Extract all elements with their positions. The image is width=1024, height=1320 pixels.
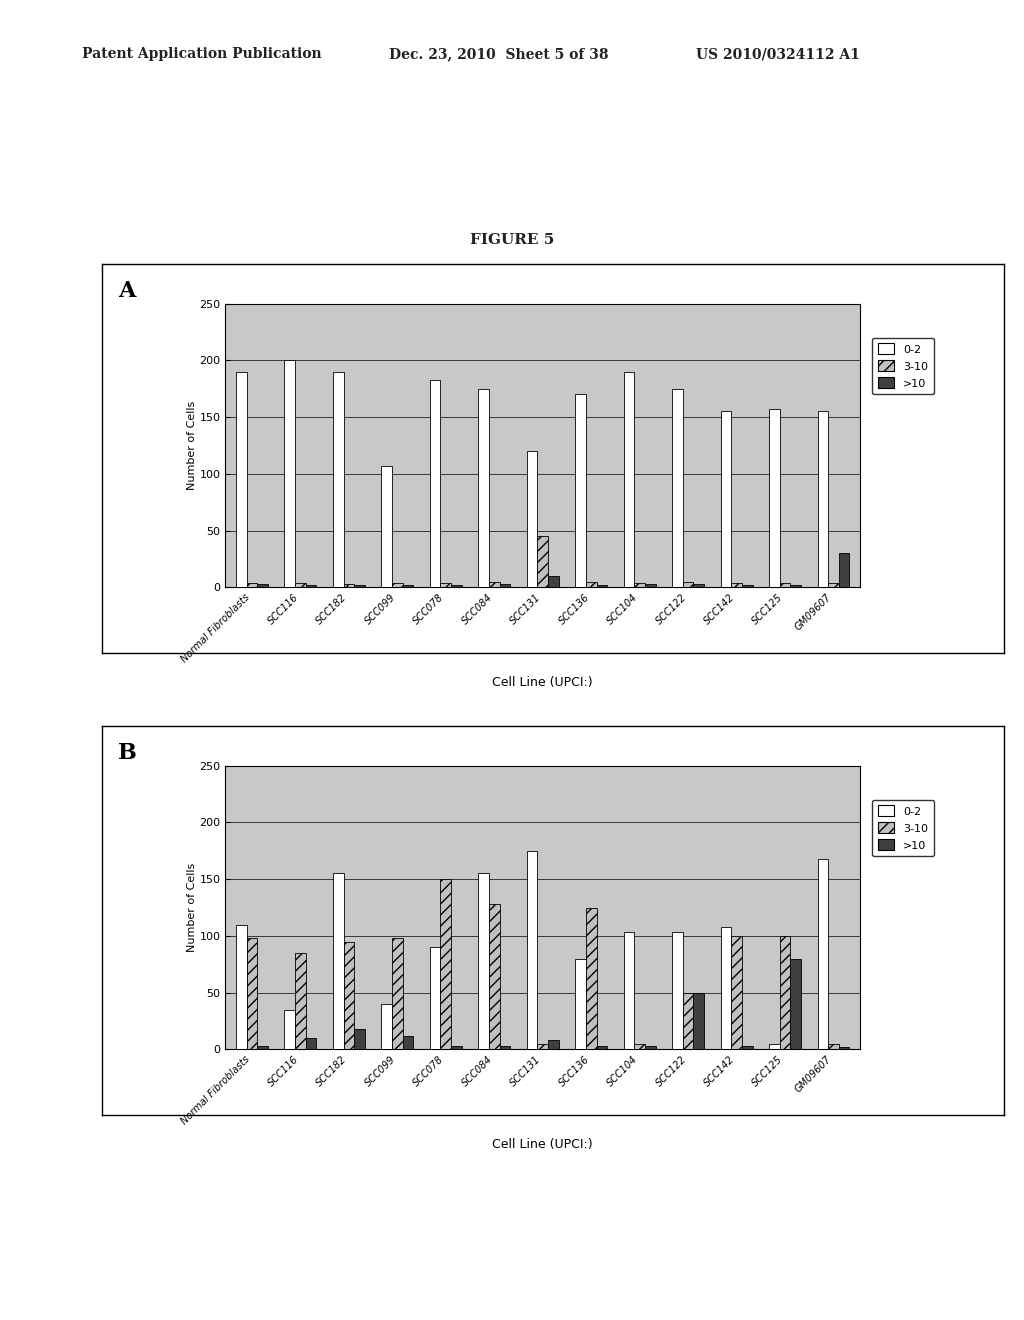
Bar: [624, 932, 634, 1049]
Bar: [526, 451, 538, 587]
Bar: [343, 941, 354, 1049]
Bar: [430, 948, 440, 1049]
Bar: [236, 924, 247, 1049]
Y-axis label: Number of Cells: Number of Cells: [186, 863, 197, 952]
Bar: [597, 1045, 607, 1049]
Text: US 2010/0324112 A1: US 2010/0324112 A1: [696, 48, 860, 61]
Bar: [548, 576, 559, 587]
Bar: [257, 583, 268, 587]
Bar: [683, 582, 693, 587]
Bar: [624, 372, 634, 587]
Bar: [333, 874, 343, 1049]
Bar: [500, 1045, 510, 1049]
Bar: [769, 1044, 779, 1049]
Bar: [634, 583, 645, 587]
X-axis label: Cell Line (UPCI:): Cell Line (UPCI:): [493, 676, 593, 689]
Bar: [478, 388, 488, 587]
Bar: [645, 1045, 655, 1049]
Bar: [402, 1036, 414, 1049]
Bar: [381, 466, 392, 587]
Bar: [430, 380, 440, 587]
Bar: [683, 993, 693, 1049]
X-axis label: Cell Line (UPCI:): Cell Line (UPCI:): [493, 1138, 593, 1151]
Bar: [236, 372, 247, 587]
Bar: [392, 583, 402, 587]
Bar: [791, 585, 801, 587]
Bar: [452, 1045, 462, 1049]
Bar: [343, 583, 354, 587]
Text: A: A: [118, 280, 135, 302]
Bar: [548, 1040, 559, 1049]
Bar: [586, 582, 597, 587]
Bar: [828, 583, 839, 587]
Bar: [586, 908, 597, 1049]
Bar: [440, 583, 452, 587]
Bar: [828, 1044, 839, 1049]
Text: Dec. 23, 2010  Sheet 5 of 38: Dec. 23, 2010 Sheet 5 of 38: [389, 48, 608, 61]
Bar: [769, 409, 779, 587]
Text: B: B: [118, 742, 136, 764]
Bar: [257, 1045, 268, 1049]
Bar: [306, 1038, 316, 1049]
Bar: [693, 583, 705, 587]
Y-axis label: Number of Cells: Number of Cells: [186, 401, 197, 490]
Bar: [817, 859, 828, 1049]
Bar: [354, 1030, 365, 1049]
Bar: [538, 1044, 548, 1049]
Bar: [575, 958, 586, 1049]
Bar: [478, 874, 488, 1049]
Bar: [392, 939, 402, 1049]
Bar: [526, 851, 538, 1049]
Bar: [452, 585, 462, 587]
Bar: [839, 553, 850, 587]
Bar: [839, 1047, 850, 1049]
Text: Patent Application Publication: Patent Application Publication: [82, 48, 322, 61]
Bar: [247, 939, 257, 1049]
Bar: [575, 395, 586, 587]
Bar: [538, 536, 548, 587]
Bar: [791, 958, 801, 1049]
Bar: [779, 583, 791, 587]
Bar: [742, 1045, 753, 1049]
Bar: [354, 585, 365, 587]
Bar: [597, 585, 607, 587]
Legend: 0-2, 3-10, >10: 0-2, 3-10, >10: [872, 800, 934, 857]
Bar: [779, 936, 791, 1049]
Bar: [731, 583, 742, 587]
Bar: [817, 412, 828, 587]
Bar: [285, 1010, 295, 1049]
Bar: [333, 372, 343, 587]
Bar: [285, 360, 295, 587]
Bar: [672, 388, 683, 587]
Bar: [295, 953, 306, 1049]
Bar: [381, 1005, 392, 1049]
Bar: [488, 904, 500, 1049]
Bar: [721, 412, 731, 587]
Bar: [742, 585, 753, 587]
Bar: [731, 936, 742, 1049]
Bar: [440, 879, 452, 1049]
Text: FIGURE 5: FIGURE 5: [470, 234, 554, 247]
Bar: [721, 927, 731, 1049]
Bar: [500, 583, 510, 587]
Legend: 0-2, 3-10, >10: 0-2, 3-10, >10: [872, 338, 934, 395]
Bar: [488, 582, 500, 587]
Bar: [402, 585, 414, 587]
Bar: [295, 583, 306, 587]
Bar: [247, 583, 257, 587]
Bar: [634, 1044, 645, 1049]
Bar: [645, 583, 655, 587]
Bar: [306, 585, 316, 587]
Bar: [672, 932, 683, 1049]
Bar: [693, 993, 705, 1049]
